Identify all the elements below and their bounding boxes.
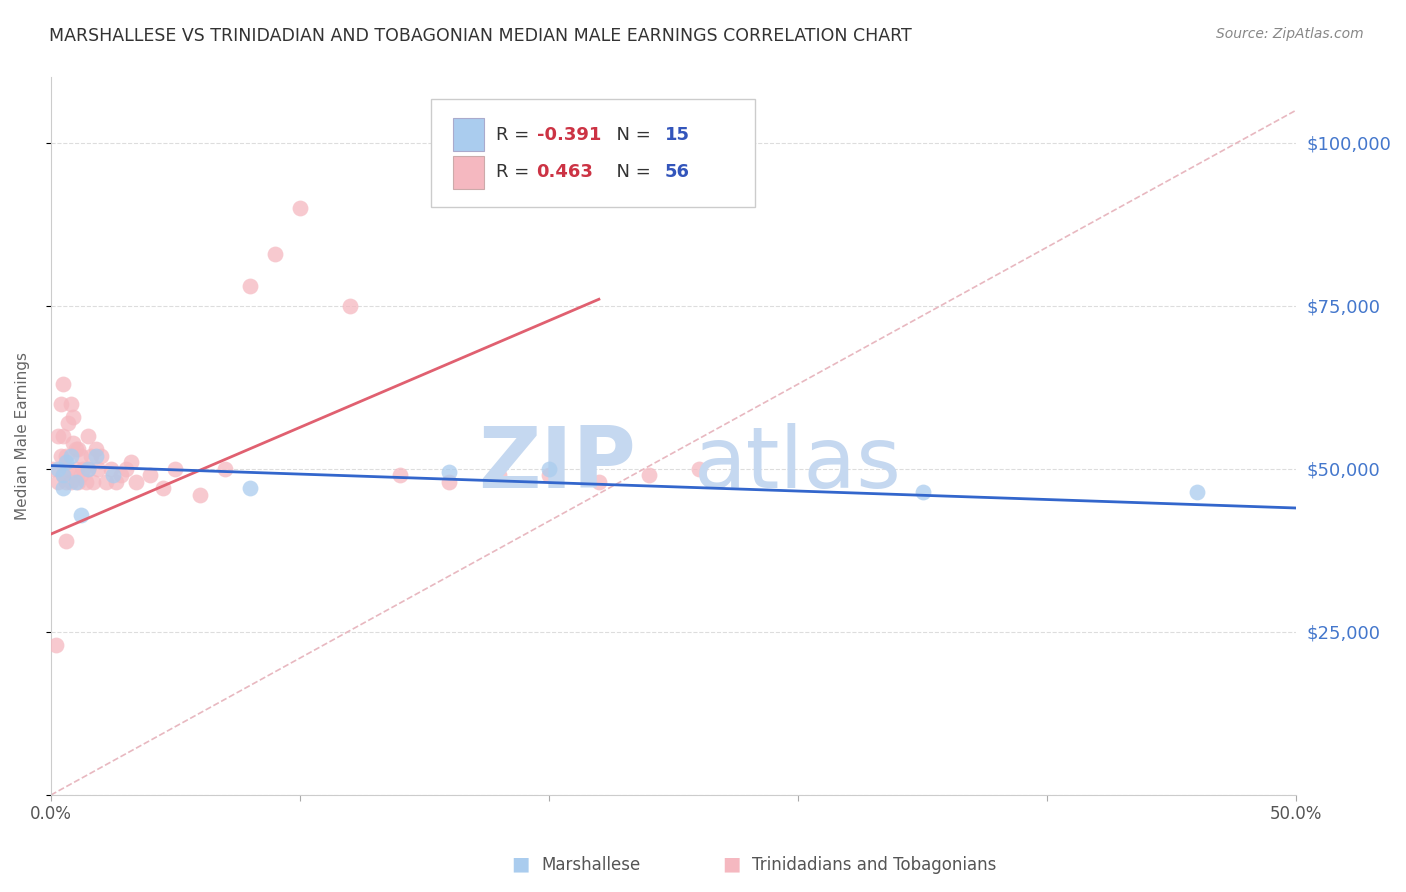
Point bbox=[94, 475, 117, 489]
Point bbox=[82, 475, 104, 489]
Point bbox=[165, 462, 187, 476]
Point bbox=[239, 279, 262, 293]
Y-axis label: Median Male Earnings: Median Male Earnings bbox=[15, 352, 30, 520]
Point bbox=[101, 468, 124, 483]
Point bbox=[62, 409, 84, 424]
Point bbox=[214, 462, 236, 476]
Point bbox=[58, 416, 80, 430]
Point bbox=[75, 475, 97, 489]
Text: atlas: atlas bbox=[695, 424, 903, 507]
Point bbox=[911, 484, 934, 499]
Text: N =: N = bbox=[605, 126, 657, 144]
Point bbox=[46, 475, 69, 489]
Text: -0.391: -0.391 bbox=[537, 126, 600, 144]
Point bbox=[77, 462, 100, 476]
Text: ■: ■ bbox=[721, 855, 741, 873]
Text: R =: R = bbox=[495, 163, 534, 181]
Text: ZIP: ZIP bbox=[478, 424, 637, 507]
Point bbox=[139, 468, 162, 483]
Point bbox=[77, 462, 100, 476]
Text: MARSHALLESE VS TRINIDADIAN AND TOBAGONIAN MEDIAN MALE EARNINGS CORRELATION CHART: MARSHALLESE VS TRINIDADIAN AND TOBAGONIA… bbox=[49, 27, 912, 45]
Point bbox=[84, 442, 107, 457]
Point bbox=[77, 429, 100, 443]
Point bbox=[488, 468, 510, 483]
Point bbox=[688, 462, 710, 476]
Point bbox=[239, 482, 262, 496]
Point bbox=[152, 482, 174, 496]
Point bbox=[110, 468, 132, 483]
Text: 15: 15 bbox=[665, 126, 690, 144]
Point bbox=[67, 442, 90, 457]
Point bbox=[45, 638, 67, 652]
Point bbox=[62, 435, 84, 450]
Point bbox=[339, 299, 361, 313]
Point bbox=[124, 475, 146, 489]
Bar bbox=[453, 119, 484, 151]
Point bbox=[84, 449, 107, 463]
Point bbox=[87, 462, 110, 476]
Text: N =: N = bbox=[605, 163, 657, 181]
Point bbox=[637, 468, 659, 483]
Text: Trinidadians and Tobagonians: Trinidadians and Tobagonians bbox=[752, 855, 997, 873]
Point bbox=[52, 468, 75, 483]
Point bbox=[114, 462, 136, 476]
Point bbox=[46, 429, 69, 443]
Text: Source: ZipAtlas.com: Source: ZipAtlas.com bbox=[1216, 27, 1364, 41]
Point bbox=[65, 462, 87, 476]
Point bbox=[90, 449, 112, 463]
Point bbox=[55, 475, 77, 489]
Point bbox=[46, 462, 69, 476]
Point bbox=[59, 397, 82, 411]
Point bbox=[69, 468, 91, 483]
FancyBboxPatch shape bbox=[430, 99, 755, 207]
Point bbox=[49, 397, 72, 411]
Point bbox=[80, 449, 103, 463]
Bar bbox=[453, 156, 484, 189]
Text: ■: ■ bbox=[510, 855, 530, 873]
Point bbox=[52, 468, 75, 483]
Point bbox=[100, 462, 122, 476]
Point bbox=[288, 201, 311, 215]
Point bbox=[264, 246, 287, 260]
Point bbox=[439, 475, 461, 489]
Point bbox=[52, 482, 75, 496]
Point bbox=[1185, 484, 1208, 499]
Text: Marshallese: Marshallese bbox=[541, 855, 641, 873]
Point bbox=[120, 455, 142, 469]
Text: 56: 56 bbox=[665, 163, 690, 181]
Point bbox=[55, 455, 77, 469]
Point bbox=[388, 468, 411, 483]
Point bbox=[538, 462, 561, 476]
Point bbox=[52, 429, 75, 443]
Point bbox=[188, 488, 211, 502]
Text: R =: R = bbox=[495, 126, 534, 144]
Point bbox=[59, 475, 82, 489]
Point bbox=[65, 442, 87, 457]
Point bbox=[55, 449, 77, 463]
Point bbox=[588, 475, 610, 489]
Point bbox=[104, 475, 127, 489]
Point bbox=[67, 475, 90, 489]
Point bbox=[49, 449, 72, 463]
Point bbox=[58, 462, 80, 476]
Point bbox=[538, 468, 561, 483]
Point bbox=[42, 462, 65, 476]
Point bbox=[69, 449, 91, 463]
Point bbox=[65, 475, 87, 489]
Text: 0.463: 0.463 bbox=[537, 163, 593, 181]
Point bbox=[69, 508, 91, 522]
Point bbox=[72, 462, 94, 476]
Point bbox=[59, 449, 82, 463]
Point bbox=[439, 465, 461, 479]
Point bbox=[55, 533, 77, 548]
Point bbox=[52, 377, 75, 392]
